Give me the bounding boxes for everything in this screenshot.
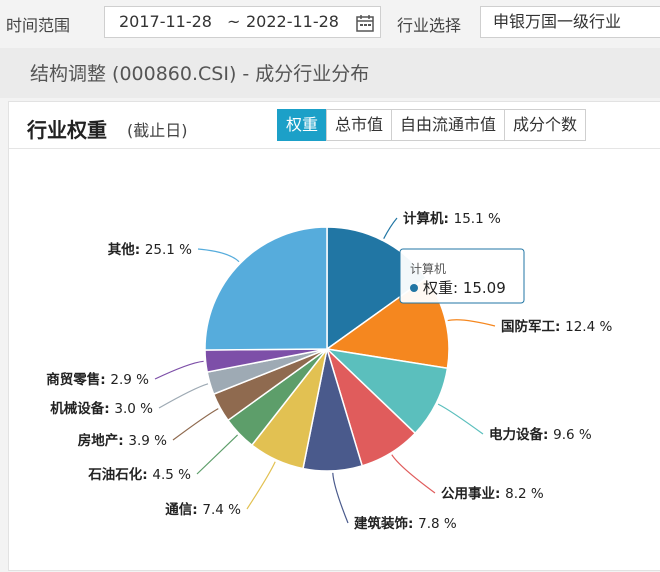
leader-line	[383, 217, 398, 239]
slice-label: 房地产: 3.9 %	[78, 432, 167, 449]
leader-line	[196, 434, 239, 475]
leader-line	[154, 360, 204, 380]
panel-divider	[9, 148, 660, 149]
tab-constituent-count[interactable]: 成分个数	[504, 109, 587, 141]
industry-select-label: 行业选择	[397, 16, 462, 35]
slice-label: 国防军工: 12.4 %	[501, 318, 612, 335]
industry-weight-panel: 行业权重 (截止日) 权重 总市值 自由流通市值 成分个数 计算机: 15.1 …	[8, 101, 660, 571]
slice-label: 石油石化: 4.5 %	[87, 466, 191, 483]
leader-line	[391, 454, 436, 494]
slice-label: 其他: 25.1 %	[108, 241, 192, 258]
tooltip-box	[399, 248, 525, 304]
tab-total-market-cap[interactable]: 总市值	[326, 109, 393, 141]
leader-line	[172, 408, 219, 441]
index-subtitle: 结构调整 (000860.CSI) - 成分行业分布	[0, 48, 660, 98]
leader-line	[197, 248, 240, 263]
slice-label: 公用事业: 8.2 %	[441, 485, 544, 502]
slice-label: 商贸零售: 2.9 %	[46, 371, 149, 388]
pie-slice	[204, 226, 328, 351]
panel-title: 行业权重	[27, 118, 107, 142]
date-separator: ~	[227, 12, 241, 31]
leader-line	[437, 403, 484, 435]
panel-note: (截止日)	[127, 121, 188, 140]
slice-label: 电力设备: 9.6 %	[489, 426, 592, 443]
leader-line	[158, 383, 209, 409]
industry-select[interactable]: 申银万国一级行业	[480, 6, 660, 38]
slice-label: 计算机: 15.1 %	[403, 210, 501, 227]
end-date[interactable]: 2022-11-28	[246, 12, 339, 31]
filter-bar: 时间范围 2017-11-28 ~ 2022-11-28 行业选择 申银万国一级…	[0, 0, 660, 46]
calendar-icon[interactable]	[355, 13, 375, 33]
leader-line	[332, 472, 349, 524]
leader-line	[447, 319, 496, 327]
slice-label: 机械设备: 3.0 %	[50, 400, 153, 417]
slice-label: 通信: 7.4 %	[165, 501, 241, 518]
tooltip-value: 权重: 15.09	[423, 279, 506, 297]
start-date[interactable]: 2017-11-28	[119, 12, 212, 31]
tooltip-marker	[410, 284, 418, 292]
subtitle-text: 结构调整 (000860.CSI) - 成分行业分布	[30, 63, 370, 85]
pie-slice	[324, 347, 449, 435]
leader-line	[246, 461, 276, 510]
pie-chart: 计算机: 15.1 % 国防军工: 12.4 % 电力设备: 9.6 % 公用事业: …	[46, 210, 612, 532]
metric-tabs: 权重 总市值 自由流通市值 成分个数	[277, 109, 587, 141]
date-range-label: 时间范围	[6, 16, 71, 35]
tooltip-title: 计算机	[410, 261, 446, 276]
slice-label: 建筑装饰: 7.8 %	[353, 515, 457, 532]
date-range-input[interactable]: 2017-11-28 ~ 2022-11-28	[104, 6, 381, 38]
